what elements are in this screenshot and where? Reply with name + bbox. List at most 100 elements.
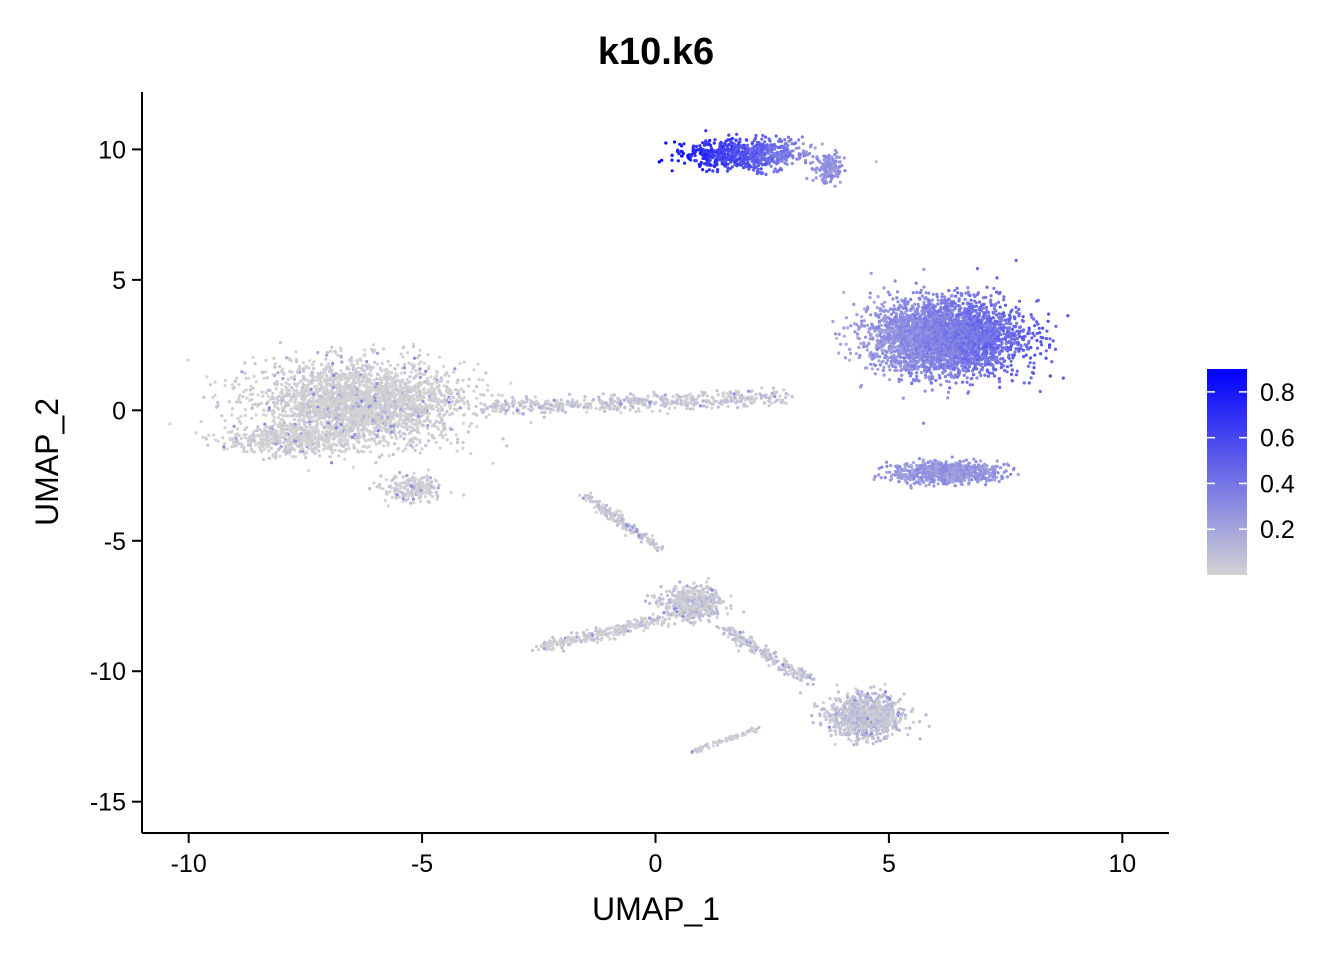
data-point <box>264 434 268 438</box>
data-point <box>411 422 415 426</box>
data-point <box>409 443 413 447</box>
data-point <box>412 501 416 505</box>
data-point <box>329 409 333 414</box>
point-group <box>657 129 878 176</box>
data-point <box>427 367 431 371</box>
data-point <box>400 404 404 408</box>
data-point <box>402 345 406 349</box>
data-point <box>648 400 652 405</box>
data-point <box>445 438 449 442</box>
data-point <box>356 398 360 402</box>
data-point <box>804 161 808 165</box>
data-point <box>291 455 295 459</box>
data-point <box>263 438 267 442</box>
data-point <box>739 393 744 397</box>
data-point <box>413 397 417 402</box>
data-point <box>315 436 319 440</box>
data-point <box>385 381 389 385</box>
data-point <box>831 162 835 166</box>
data-point <box>587 402 591 406</box>
data-point <box>304 408 308 412</box>
data-point <box>753 146 758 150</box>
data-point <box>245 450 249 454</box>
data-point <box>281 371 285 375</box>
data-point <box>438 390 442 394</box>
data-point <box>283 410 287 414</box>
data-point <box>704 141 708 145</box>
data-point <box>784 401 789 405</box>
data-point <box>294 350 298 354</box>
data-point <box>228 438 233 442</box>
data-point <box>316 399 320 403</box>
data-point <box>784 142 789 146</box>
data-point <box>300 438 304 442</box>
data-point <box>168 422 172 426</box>
data-point <box>613 399 617 404</box>
data-point <box>352 402 356 406</box>
data-point <box>1024 353 1028 357</box>
data-point <box>418 440 422 444</box>
data-point <box>772 390 776 394</box>
data-point <box>213 438 217 442</box>
data-point <box>339 369 343 373</box>
data-point <box>725 400 730 404</box>
data-point <box>419 411 423 415</box>
data-point <box>366 420 370 424</box>
data-point <box>374 411 378 415</box>
data-point <box>386 359 390 363</box>
data-point <box>743 146 747 150</box>
data-point <box>646 394 650 398</box>
data-point <box>369 365 373 369</box>
data-point <box>387 374 391 378</box>
data-point <box>496 400 500 404</box>
data-point <box>329 407 333 411</box>
data-point <box>616 405 620 409</box>
data-point <box>378 390 382 395</box>
data-point <box>330 345 334 349</box>
data-point <box>671 395 675 399</box>
data-point <box>412 486 416 490</box>
data-point <box>411 437 415 441</box>
data-point <box>281 376 285 381</box>
data-point <box>249 443 253 447</box>
data-point <box>833 184 837 188</box>
data-point <box>460 387 464 391</box>
data-point <box>276 398 280 402</box>
data-point <box>511 404 515 408</box>
data-point <box>284 388 289 392</box>
data-point <box>612 393 616 397</box>
data-point <box>389 424 393 428</box>
data-point <box>306 447 310 451</box>
point-group <box>186 341 533 473</box>
data-point <box>582 398 587 402</box>
data-point <box>381 347 386 351</box>
data-point <box>730 144 734 148</box>
data-point <box>256 393 260 397</box>
data-point <box>754 165 758 169</box>
data-point <box>729 395 733 399</box>
data-point <box>393 406 397 410</box>
data-point <box>309 401 313 405</box>
data-point <box>485 407 489 411</box>
data-point <box>627 399 631 403</box>
data-point <box>387 485 391 489</box>
data-point <box>375 372 380 376</box>
data-point <box>469 421 474 426</box>
data-point <box>319 422 323 426</box>
data-point <box>736 393 740 397</box>
data-point <box>397 431 401 435</box>
data-point <box>377 435 381 439</box>
data-point <box>696 148 700 152</box>
data-point <box>365 401 369 405</box>
data-point <box>457 392 461 396</box>
data-point <box>698 404 703 408</box>
data-point <box>455 400 459 404</box>
data-point <box>325 373 329 378</box>
data-point <box>313 451 317 455</box>
data-point <box>712 400 716 404</box>
data-point <box>213 380 217 384</box>
data-point <box>205 437 209 441</box>
data-point <box>331 361 335 365</box>
data-point <box>252 450 256 454</box>
data-point <box>306 387 310 391</box>
